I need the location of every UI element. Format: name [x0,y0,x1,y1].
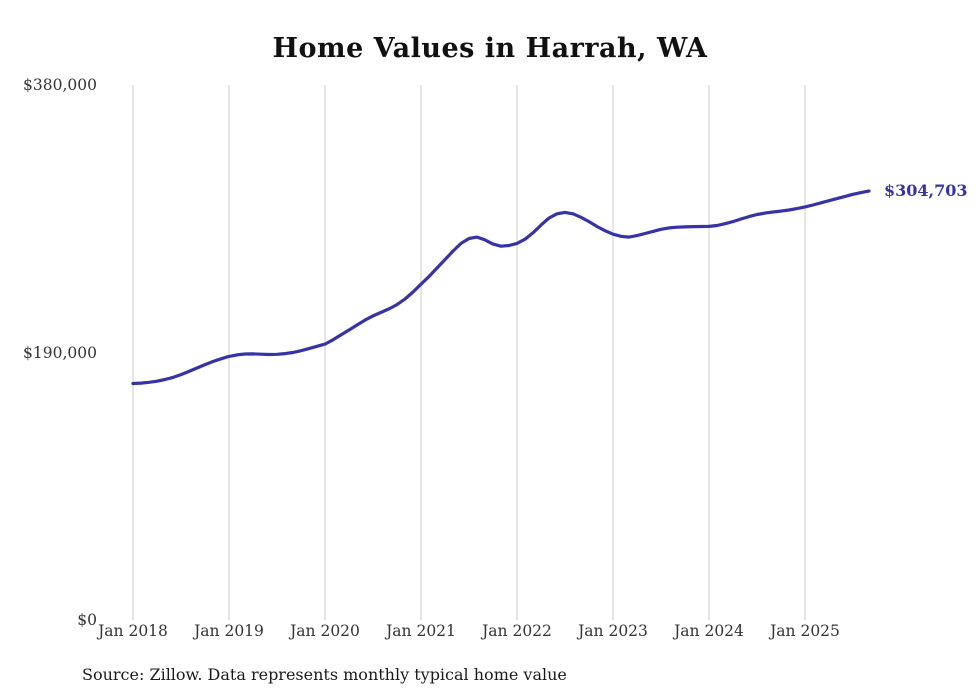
home-value-line [131,189,871,386]
chart-title: Home Values in Harrah, WA [272,33,708,64]
y-tick-label: $380,000 [23,76,97,94]
x-tick-label: Jan 2020 [290,622,360,640]
x-tick-label: Jan 2021 [386,622,456,640]
final-value-label: $304,703 [884,181,968,200]
x-tick-label: Jan 2018 [98,622,168,640]
x-tick-label: Jan 2024 [674,622,744,640]
y-tick-label: $190,000 [23,343,97,362]
x-tick-label: Jan 2025 [770,622,840,640]
source-note: Source: Zillow. Data represents monthly … [82,665,567,684]
x-tick-label: Jan 2023 [578,622,648,640]
x-tick-label: Jan 2019 [194,622,264,640]
y-tick-label: $0 [77,611,97,629]
x-tick-label: Jan 2022 [482,622,552,640]
